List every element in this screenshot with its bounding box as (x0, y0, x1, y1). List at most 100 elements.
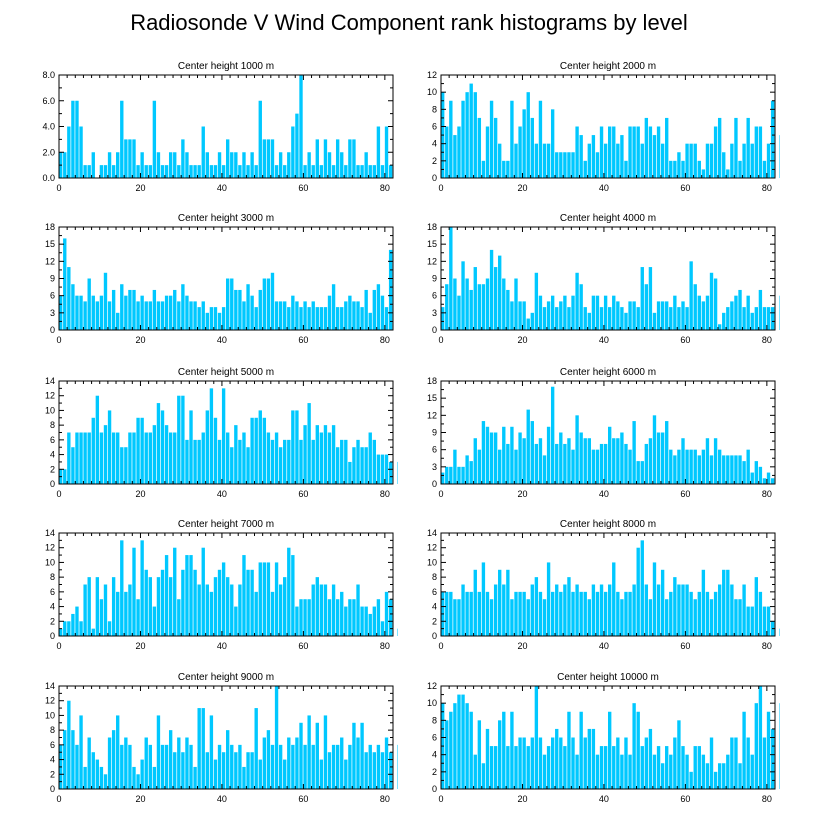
bar (510, 301, 514, 330)
bar (599, 746, 604, 789)
bar (120, 540, 124, 636)
bar (226, 432, 230, 484)
bar (156, 152, 161, 178)
bar (693, 746, 697, 789)
bar (311, 744, 315, 789)
x-tick-label: 0 (56, 794, 61, 804)
bar (99, 165, 104, 179)
x-tick-label: 60 (680, 489, 690, 499)
bar (340, 737, 344, 789)
bar (673, 295, 677, 330)
y-tick-label: 0 (50, 479, 55, 489)
bar (372, 752, 376, 789)
bar (526, 599, 530, 636)
bar (717, 763, 722, 789)
bar (250, 152, 254, 178)
bar (754, 461, 758, 484)
bar (120, 744, 124, 789)
bar (453, 449, 457, 484)
bar (209, 307, 214, 330)
bar (489, 249, 494, 330)
histogram-panel-5: Center height 5000 m 0 20 40 60 80 0 2 4 6 8 10 12 14 (45, 367, 398, 499)
bar (656, 301, 661, 330)
bar (742, 307, 746, 330)
bar (758, 466, 763, 484)
bar (489, 100, 494, 178)
bar (616, 301, 620, 330)
bar (445, 466, 449, 484)
bar (348, 295, 352, 330)
bar (168, 432, 173, 484)
bar (331, 584, 336, 636)
bar (579, 432, 583, 484)
bar (620, 135, 624, 178)
bar (278, 447, 283, 484)
bar (189, 744, 193, 789)
bar (632, 703, 636, 789)
bar (640, 461, 644, 484)
y-tick-label: 10 (45, 405, 55, 415)
bar (734, 295, 738, 330)
bar (599, 307, 604, 330)
bar (246, 284, 250, 330)
bar (242, 555, 246, 636)
bar (156, 403, 161, 484)
bar (352, 301, 356, 330)
bar (71, 730, 75, 789)
bar (368, 165, 372, 179)
bar (473, 569, 477, 636)
bar (79, 295, 83, 330)
bar (628, 301, 632, 330)
bar (372, 606, 376, 636)
bar (555, 307, 559, 330)
histogram-panel-9: Center height 9000 m 0 20 40 60 80 0 2 4 6 8 10 12 14 (45, 672, 398, 804)
bar (331, 284, 336, 330)
bar (713, 771, 718, 789)
bar (689, 143, 693, 178)
bar (185, 737, 189, 789)
bar (217, 152, 222, 178)
bar (665, 746, 669, 789)
bar (164, 165, 169, 179)
y-tick-label: 10 (45, 710, 55, 720)
bar (612, 438, 616, 484)
bar (640, 540, 644, 636)
x-tick-label: 60 (298, 489, 308, 499)
bar (376, 599, 381, 636)
bar (616, 591, 620, 636)
bar (538, 295, 543, 330)
bar (445, 284, 449, 330)
bar (567, 711, 571, 789)
y-tick-label: 2 (432, 616, 437, 626)
bar (197, 708, 201, 789)
y-tick-label: 0.0 (42, 173, 55, 183)
bar (624, 737, 628, 789)
bar (722, 569, 726, 636)
x-tick-label: 0 (438, 335, 443, 345)
y-tick-label: 4 (50, 755, 55, 765)
bar (352, 599, 356, 636)
bar (762, 478, 767, 484)
bar (144, 432, 148, 484)
bar (75, 606, 79, 636)
bar (559, 152, 563, 178)
bar (274, 562, 279, 636)
bar (356, 737, 360, 789)
bar (262, 139, 267, 179)
bar (95, 759, 100, 789)
bar (579, 135, 583, 178)
bar (595, 152, 600, 178)
bar (238, 165, 242, 179)
bar (287, 737, 291, 789)
bar (514, 591, 518, 636)
bar (530, 584, 534, 636)
bar (360, 447, 364, 484)
x-tick-label: 0 (438, 489, 443, 499)
panel-title: Center height 4000 m (560, 213, 656, 224)
bar (177, 737, 181, 789)
x-tick-label: 20 (135, 794, 145, 804)
bar (465, 278, 469, 330)
bar (380, 621, 385, 636)
bar (262, 278, 267, 330)
bar (283, 165, 287, 179)
